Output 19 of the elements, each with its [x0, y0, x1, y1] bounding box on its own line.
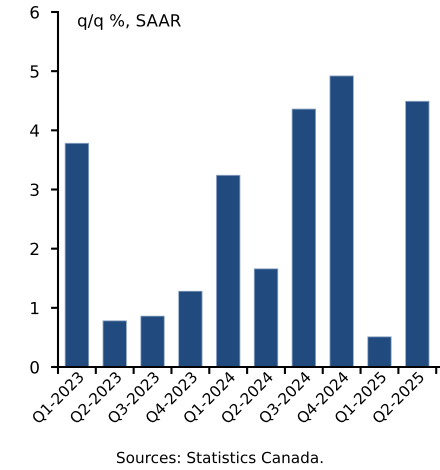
bar: [405, 100, 430, 367]
y-tick-label: 5: [30, 65, 38, 78]
bar: [140, 316, 165, 367]
annotation: q/q %, SAAR: [78, 14, 181, 30]
y-tick-label: 0: [30, 360, 39, 374]
y-tick-label: 1: [31, 302, 38, 314]
bar: [216, 174, 240, 367]
y-tick-label: 2: [30, 242, 38, 255]
bar: [102, 320, 127, 367]
bar: [254, 268, 278, 367]
source-note: Sources: Statistics Canada.: [116, 451, 322, 464]
bar: [64, 142, 90, 367]
bar: [178, 290, 203, 367]
bar: [292, 108, 316, 367]
y-tick-label: 6: [30, 6, 39, 19]
y-tick-label: 4: [30, 124, 40, 137]
y-tick-label: 3: [30, 183, 39, 196]
bar: [330, 75, 354, 367]
bar: [367, 336, 392, 367]
